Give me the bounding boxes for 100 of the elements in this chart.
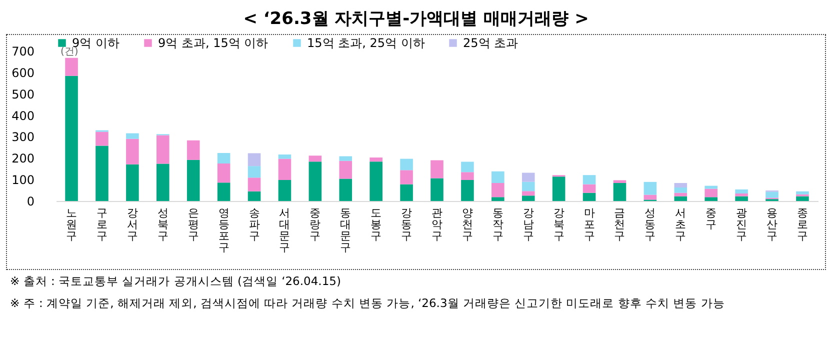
x-tick-label: 강서구: [126, 206, 138, 242]
x-tick-label: 용산구: [766, 206, 778, 242]
bar: [674, 188, 688, 193]
y-tick-label: 200: [12, 152, 34, 166]
bar: [126, 133, 139, 139]
x-tick-label: 서대문구: [279, 206, 290, 254]
text: ※ 출처 : 국토교통부 실거래가 공개시스템 (검색일 ‘26.04.15): [10, 273, 342, 290]
bar: [735, 189, 748, 194]
y-tick-label: 400: [12, 108, 34, 123]
x-tick-label: 노원구: [66, 206, 78, 242]
y-tick-label: 0: [26, 194, 34, 208]
x-tick-label: 중랑구: [310, 206, 321, 242]
bar: [339, 160, 352, 179]
bar: [430, 178, 444, 201]
bar: [704, 197, 718, 201]
bar: [278, 180, 292, 201]
bar: [156, 135, 170, 164]
bar: [217, 182, 230, 201]
x-tick-label: 강남구: [522, 206, 534, 242]
bar: [400, 158, 413, 170]
x-tick-label: 성북구: [157, 206, 168, 242]
x-tick-label: 성동구: [644, 206, 656, 242]
bar: [492, 183, 504, 198]
chart-title: < ‘26.3월 자치구별-가액대별 매매거래량 >: [242, 8, 590, 31]
bar: [644, 182, 657, 195]
x-tick-label: 강동구: [401, 206, 412, 242]
bar: [186, 160, 200, 201]
x-tick-label: 동대문구: [340, 206, 352, 254]
y-tick-label: 100: [12, 173, 34, 188]
text: ※ 주 : 계약일 기준, 해제거래 제외, 검색시점에 따라 거래량 수치 변동 가능, ‘26.3월 거래량은 신고기한 미도래로 향후 수치 변동 가능: [10, 295, 726, 312]
bar: [613, 183, 626, 201]
bar: [126, 164, 139, 201]
bar: [522, 196, 535, 201]
bar: [400, 184, 413, 201]
legend-label: 25억 초과: [463, 36, 518, 50]
bar: [522, 172, 535, 182]
bar: [796, 191, 809, 194]
bar: [186, 140, 200, 160]
bar: [582, 184, 596, 193]
bar: [308, 156, 322, 162]
x-tick-label: 마포구: [584, 206, 595, 242]
bar: [582, 192, 596, 201]
x-tick-label: 중구: [706, 206, 717, 231]
bar: [766, 192, 778, 198]
bar: [582, 175, 596, 184]
bar: [704, 186, 718, 189]
x-tick-label: 종로구: [796, 206, 808, 242]
bar: [704, 188, 718, 198]
bar: [613, 180, 626, 183]
bar: [96, 132, 108, 146]
bar: [522, 191, 535, 196]
y-tick-label: 300: [12, 130, 34, 144]
bar: [65, 58, 78, 76]
bar: [217, 164, 230, 183]
bar: [248, 191, 261, 201]
bar: [552, 176, 566, 201]
bar: [278, 158, 292, 180]
x-tick-label: 송파구: [248, 206, 260, 242]
bar: [400, 170, 413, 184]
bar: [308, 162, 322, 201]
x-tick-label: 서초구: [675, 206, 686, 242]
bar: [96, 146, 108, 201]
legend-label: 15억 초과, 25억 이하: [307, 36, 425, 50]
x-tick-label: 광진구: [736, 206, 748, 242]
bar: [65, 76, 78, 201]
bar: [126, 138, 139, 164]
x-tick-label: 은평구: [188, 206, 199, 242]
bar: [217, 153, 230, 164]
bar: [674, 192, 688, 196]
x-tick-label: 관악구: [432, 206, 442, 242]
bar: [492, 197, 504, 201]
y-tick-label: 700: [12, 44, 34, 58]
bar: [248, 153, 261, 166]
x-tick-label: 금천구: [614, 206, 626, 242]
y-tick-label: 600: [12, 66, 34, 80]
bar: [156, 164, 170, 201]
bar: [278, 154, 292, 159]
bar: [461, 172, 474, 180]
bar: [735, 196, 748, 201]
x-tick-label: 동작구: [492, 206, 504, 242]
bar: [522, 182, 535, 192]
legend-label: 9억 초과, 15억 이하: [158, 36, 268, 50]
x-tick-label: 강북구: [553, 206, 564, 242]
bar: [735, 194, 748, 196]
bar: [796, 196, 809, 201]
x-tick-label: 구로구: [96, 206, 108, 242]
bar: [339, 156, 352, 161]
y-axis-title: (건): [60, 46, 78, 58]
x-tick-label: 양천구: [462, 206, 473, 242]
bar: [370, 162, 382, 201]
x-tick-label: 도봉구: [370, 206, 382, 242]
bar: [430, 160, 444, 178]
bar: [248, 166, 261, 178]
bar: [248, 178, 261, 192]
bar: [492, 171, 504, 183]
bar: [461, 180, 474, 201]
bar: [674, 196, 688, 201]
y-tick-label: 500: [12, 87, 34, 102]
bar: [461, 162, 474, 172]
bar: [339, 178, 352, 201]
